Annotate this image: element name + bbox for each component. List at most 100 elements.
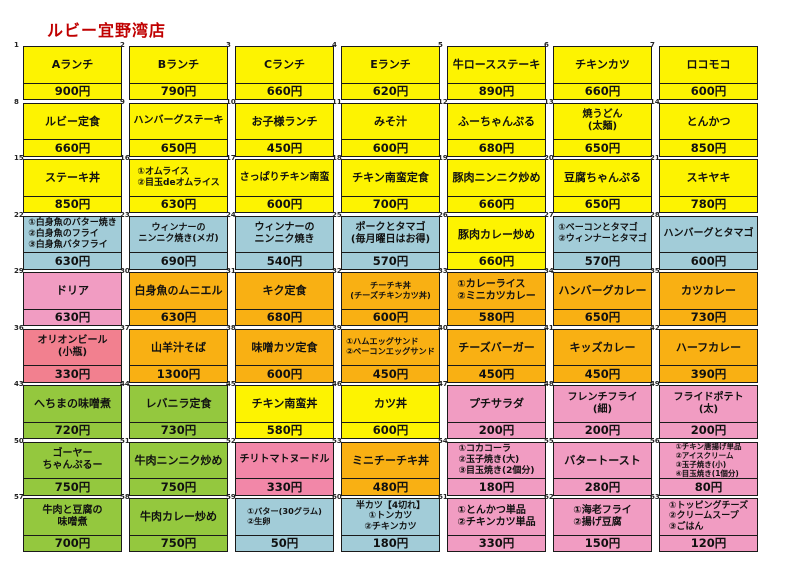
menu-item-cell-1: 1 Aランチ 900円 (14, 42, 122, 100)
cell-number: 19 (438, 154, 448, 162)
item-name: さっぱりチキン南蛮 (236, 160, 333, 197)
item-name: フレンチフライ (細) (554, 386, 651, 423)
menu-item-cell-38: 38 味噌カツ定食 600円 (226, 324, 334, 383)
cell-number: 39 (332, 323, 342, 332)
item-name: オリオンビール (小瓶) (24, 330, 121, 366)
menu-item-cell-48: 48 フレンチフライ (細) 200円 (544, 381, 652, 439)
item-name: スキヤキ (660, 160, 757, 197)
item-price: 620円 (372, 84, 409, 99)
menu-item-cell-6: 6 チキンカツ 660円 (544, 42, 652, 100)
item-price: 750円 (160, 536, 197, 551)
item-price: 660円 (478, 197, 515, 212)
menu-item-cell-9: 9 ハンバーグステーキ 650円 (120, 98, 228, 157)
cell-number: 21 (650, 154, 660, 162)
item-price: 660円 (266, 84, 303, 99)
menu-item-cell-46: 46 カツ丼 600円 (332, 381, 440, 439)
menu-item-cell-7: 7 ロコモコ 600円 (650, 42, 758, 100)
menu-item-cell-32: 32 チーチキ丼 (チーズチキンカツ丼) 600円 (332, 268, 440, 326)
item-name: ハンバーグカレー (554, 273, 651, 310)
menu-item-cell-11: 11 みそ汁 600円 (332, 98, 440, 157)
item-price: 330円 (54, 366, 91, 381)
item-name: キク定食 (236, 273, 333, 310)
cell-number: 1 (14, 41, 19, 49)
item-price: 790円 (160, 84, 197, 99)
item-price: 330円 (266, 479, 303, 494)
menu-item-cell-28: 28 ハンバーグとタマゴ 600円 (650, 211, 758, 270)
menu-item-cell-62: 62 ①海老フライ ②揚げ豆腐 150円 (544, 494, 652, 552)
cell-number: 37 (120, 323, 130, 332)
item-price: 600円 (372, 423, 409, 438)
item-price: 900円 (54, 84, 91, 99)
item-name: ①コカコーラ ②玉子焼き(大) ③目玉焼き(2個分) (448, 443, 545, 479)
item-name: チーチキ丼 (チーズチキンカツ丼) (342, 273, 439, 310)
item-price: 780円 (690, 197, 727, 212)
cell-number: 12 (438, 97, 448, 106)
cell-number: 62 (544, 493, 554, 501)
item-price: 600円 (372, 140, 409, 155)
item-price: 660円 (584, 84, 621, 99)
menu-item-cell-35: 35 カツカレー 730円 (650, 268, 758, 326)
menu-item-cell-21: 21 スキヤキ 780円 (650, 155, 758, 213)
cell-number: 23 (120, 210, 130, 219)
item-price: 1300円 (156, 366, 201, 381)
item-price: 690円 (160, 253, 197, 268)
item-price: 330円 (478, 536, 515, 551)
item-name: 豚肉ニンニク炒め (448, 160, 545, 197)
item-name: キッズカレー (554, 330, 651, 366)
cell-number: 45 (226, 380, 236, 388)
menu-item-cell-16: 16 ①オムライス ②目玉deオムライス 630円 (120, 155, 228, 213)
cell-number: 57 (14, 493, 24, 501)
item-name: 豚肉カレー炒め (448, 217, 545, 253)
item-price: 570円 (372, 253, 409, 268)
item-price: 50円 (270, 536, 299, 551)
item-price: 600円 (372, 310, 409, 325)
menu-item-cell-52: 52 チリトマトヌードル 330円 (226, 437, 334, 496)
cell-number: 25 (332, 210, 342, 219)
item-price: 120円 (690, 536, 727, 551)
item-price: 600円 (266, 197, 303, 212)
item-price: 600円 (690, 84, 727, 99)
item-name: 山羊汁そば (130, 330, 227, 366)
menu-item-cell-51: 51 牛肉ニンニク炒め 750円 (120, 437, 228, 496)
menu-item-cell-45: 45 チキン南蛮丼 580円 (226, 381, 334, 439)
menu-item-cell-8: 8 ルビー定食 660円 (14, 98, 122, 157)
item-name: ①トッピングチーズ ②クリームスープ ③ごはん (660, 499, 757, 536)
cell-number: 6 (544, 41, 549, 49)
menu-item-cell-15: 15 ステーキ丼 850円 (14, 155, 122, 213)
menu-item-cell-55: 55 バタートースト 280円 (544, 437, 652, 496)
cell-number: 54 (438, 436, 448, 445)
item-name: ハンバーグとタマゴ (660, 217, 757, 253)
menu-item-cell-59: 59 ①バター(30グラム) ②生卵 50円 (226, 494, 334, 552)
item-price: 630円 (160, 197, 197, 212)
menu-item-cell-37: 37 山羊汁そば 1300円 (120, 324, 228, 383)
item-name: ポークとタマゴ (毎月曜日はお得) (342, 217, 439, 253)
menu-item-cell-43: 43 へちまの味噌煮 720円 (14, 381, 122, 439)
menu-item-cell-42: 42 ハーフカレー 390円 (650, 324, 758, 383)
cell-number: 38 (226, 323, 236, 332)
cell-number: 48 (544, 380, 554, 388)
item-name: みそ汁 (342, 104, 439, 140)
item-price: 750円 (160, 479, 197, 494)
menu-item-cell-63: 63 ①トッピングチーズ ②クリームスープ ③ごはん 120円 (650, 494, 758, 552)
cell-number: 15 (14, 154, 24, 162)
item-name: ふーちゃんぷる (448, 104, 545, 140)
item-price: 850円 (690, 140, 727, 155)
item-name: レバニラ定食 (130, 386, 227, 423)
item-price: 570円 (584, 253, 621, 268)
menu-item-cell-2: 2 Bランチ 790円 (120, 42, 228, 100)
item-name: 半カツ【4切れ】 ①トンカツ ②チキンカツ (342, 499, 439, 536)
menu-item-cell-14: 14 とんかつ 850円 (650, 98, 758, 157)
cell-number: 20 (544, 154, 554, 162)
cell-number: 11 (332, 97, 342, 106)
item-name: へちまの味噌煮 (24, 386, 121, 423)
item-price: 630円 (54, 310, 91, 325)
item-price: 180円 (478, 479, 515, 494)
menu-item-cell-3: 3 Cランチ 660円 (226, 42, 334, 100)
item-name: ①バター(30グラム) ②生卵 (236, 499, 333, 536)
item-name: バタートースト (554, 443, 651, 479)
menu-item-cell-20: 20 豆腐ちゃんぷる 650円 (544, 155, 652, 213)
item-name: とんかつ (660, 104, 757, 140)
cell-number: 53 (332, 436, 342, 445)
menu-item-cell-4: 4 Eランチ 620円 (332, 42, 440, 100)
